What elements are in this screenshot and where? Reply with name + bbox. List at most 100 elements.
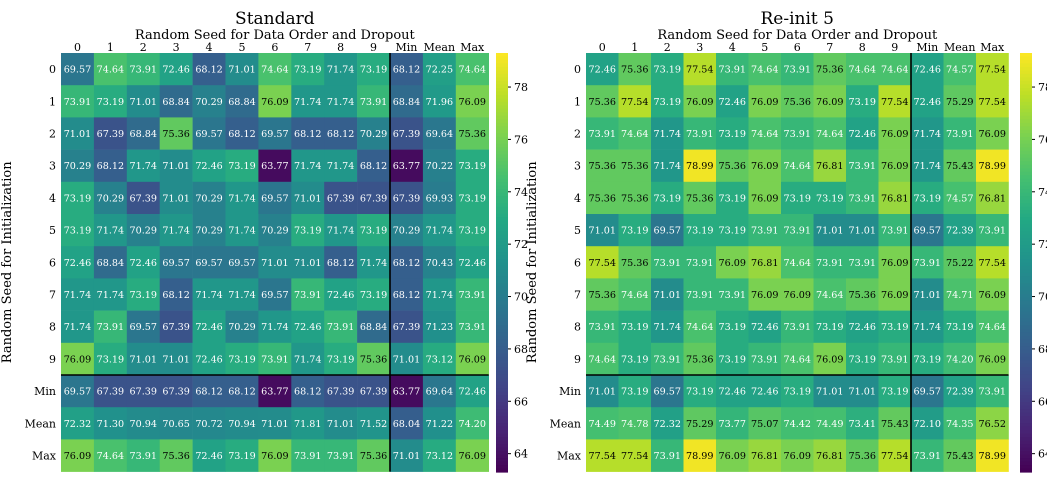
heatmap-cell xyxy=(781,310,814,344)
cell-value-label: 73.91 xyxy=(719,65,746,76)
heatmap-cell xyxy=(911,407,944,440)
cell-value-label: 71.01 xyxy=(393,451,420,462)
cell-value-label: 72.39 xyxy=(946,226,973,237)
colorbar-tick-label: 64 xyxy=(514,448,528,461)
cell-value-label: 75.36 xyxy=(621,193,648,204)
colorbar-segment xyxy=(496,433,508,438)
heatmap-cell xyxy=(258,53,292,86)
colorbar-segment xyxy=(496,370,508,375)
cell-value-label: 73.91 xyxy=(654,354,681,365)
cell-value-label: 73.91 xyxy=(784,129,811,140)
cell-value-label: 74.64 xyxy=(849,65,876,76)
colorbar-segment xyxy=(496,231,508,236)
colorbar-segment xyxy=(1020,402,1032,407)
cell-value-label: 71.74 xyxy=(654,161,681,172)
heatmap-cell xyxy=(390,181,424,215)
cell-value-label: 74.64 xyxy=(784,161,811,172)
colorbar-tick-label: 68 xyxy=(1038,343,1047,356)
colorbar-segment xyxy=(1020,423,1032,428)
heatmap-cell xyxy=(93,85,128,118)
colorbar-segment xyxy=(496,342,508,347)
heatmap-cell xyxy=(258,278,292,311)
cell-value-label: 70.29 xyxy=(360,129,387,140)
heatmap-cell xyxy=(324,117,358,150)
heatmap-cell xyxy=(976,278,1009,311)
colorbar-segment xyxy=(1020,377,1032,382)
cell-value-label: 73.19 xyxy=(621,226,648,237)
colorbar-segment xyxy=(1020,381,1032,386)
heatmap-cell xyxy=(618,342,652,376)
colorbar-segment xyxy=(1020,154,1032,159)
heatmap-cell xyxy=(846,85,879,118)
cell-value-label: 73.19 xyxy=(881,322,908,333)
cell-value-label: 72.46 xyxy=(162,65,189,76)
x-tick-label: 8 xyxy=(337,41,344,54)
colorbar-tick-label: 74 xyxy=(1038,186,1047,199)
heatmap-cell xyxy=(781,117,814,150)
heatmap-cell xyxy=(911,310,944,344)
heatmap-cell xyxy=(258,214,292,247)
heatmap-cell xyxy=(93,181,128,215)
colorbar-segment xyxy=(496,283,508,288)
x-tick-label: Max xyxy=(460,41,485,54)
colorbar-segment xyxy=(496,140,508,145)
cell-value-label: 71.01 xyxy=(130,354,157,365)
heatmap-cell xyxy=(324,53,358,86)
heatmap-cell xyxy=(618,214,652,247)
heatmap-cell xyxy=(291,342,325,376)
heatmap-cell xyxy=(716,407,749,440)
heatmap-cell xyxy=(258,246,292,279)
heatmap-cell xyxy=(258,85,292,118)
cell-value-label: 72.10 xyxy=(914,419,941,430)
cell-value-label: 73.19 xyxy=(784,193,811,204)
colorbar-segment xyxy=(1020,314,1032,319)
y-tick-label: 3 xyxy=(49,160,56,173)
cell-value-label: 68.12 xyxy=(195,65,222,76)
heatmap-cell xyxy=(813,181,847,215)
colorbar-segment xyxy=(496,59,508,65)
heatmap-cell xyxy=(422,246,457,279)
heatmap-cell xyxy=(159,246,193,279)
cell-value-label: 77.54 xyxy=(589,451,616,462)
heatmap-cell xyxy=(586,310,619,344)
heatmap-cell xyxy=(683,246,717,279)
colorbar-segment xyxy=(1020,143,1032,148)
cell-value-label: 72.46 xyxy=(195,161,222,172)
cell-value-label: 76.09 xyxy=(64,451,91,462)
cell-value-label: 70.29 xyxy=(97,193,124,204)
colorbar-tick-label: 70 xyxy=(1038,291,1047,304)
colorbar-tick-label: 72 xyxy=(514,238,528,251)
colorbar-segment xyxy=(496,94,508,99)
cell-value-label: 74.64 xyxy=(686,322,713,333)
heatmap-cell xyxy=(846,310,879,344)
colorbar-segment xyxy=(496,328,508,333)
y-tick-label: 5 xyxy=(574,224,581,237)
cell-value-label: 73.91 xyxy=(327,451,354,462)
colorbar-segment xyxy=(496,175,508,180)
cell-value-label: 73.91 xyxy=(784,322,811,333)
cell-value-label: 74.57 xyxy=(946,193,973,204)
cell-value-label: 73.19 xyxy=(816,193,843,204)
heatmap-cell xyxy=(683,310,717,344)
cell-value-label: 71.01 xyxy=(654,290,681,301)
heatmap-cell xyxy=(422,117,457,150)
cell-value-label: 76.09 xyxy=(881,290,908,301)
heatmap-cell xyxy=(911,149,944,183)
heatmap-cell xyxy=(61,181,95,215)
colorbar-tick-label: 76 xyxy=(514,133,528,146)
heatmap-cell xyxy=(976,181,1009,215)
cell-value-label: 74.64 xyxy=(816,129,843,140)
cell-value-label: 73.19 xyxy=(621,322,648,333)
cell-value-label: 69.57 xyxy=(914,226,941,237)
cell-value-label: 73.19 xyxy=(849,97,876,108)
colorbar-segment xyxy=(496,311,508,316)
colorbar-segment xyxy=(496,332,508,337)
cell-value-label: 71.74 xyxy=(327,65,354,76)
cell-value-label: 71.74 xyxy=(654,129,681,140)
colorbar-segment xyxy=(1020,335,1032,340)
cell-value-label: 69.57 xyxy=(64,387,91,398)
heatmap-cell xyxy=(846,439,879,472)
colorbar-segment xyxy=(496,314,508,319)
cell-value-label: 72.32 xyxy=(64,419,91,430)
